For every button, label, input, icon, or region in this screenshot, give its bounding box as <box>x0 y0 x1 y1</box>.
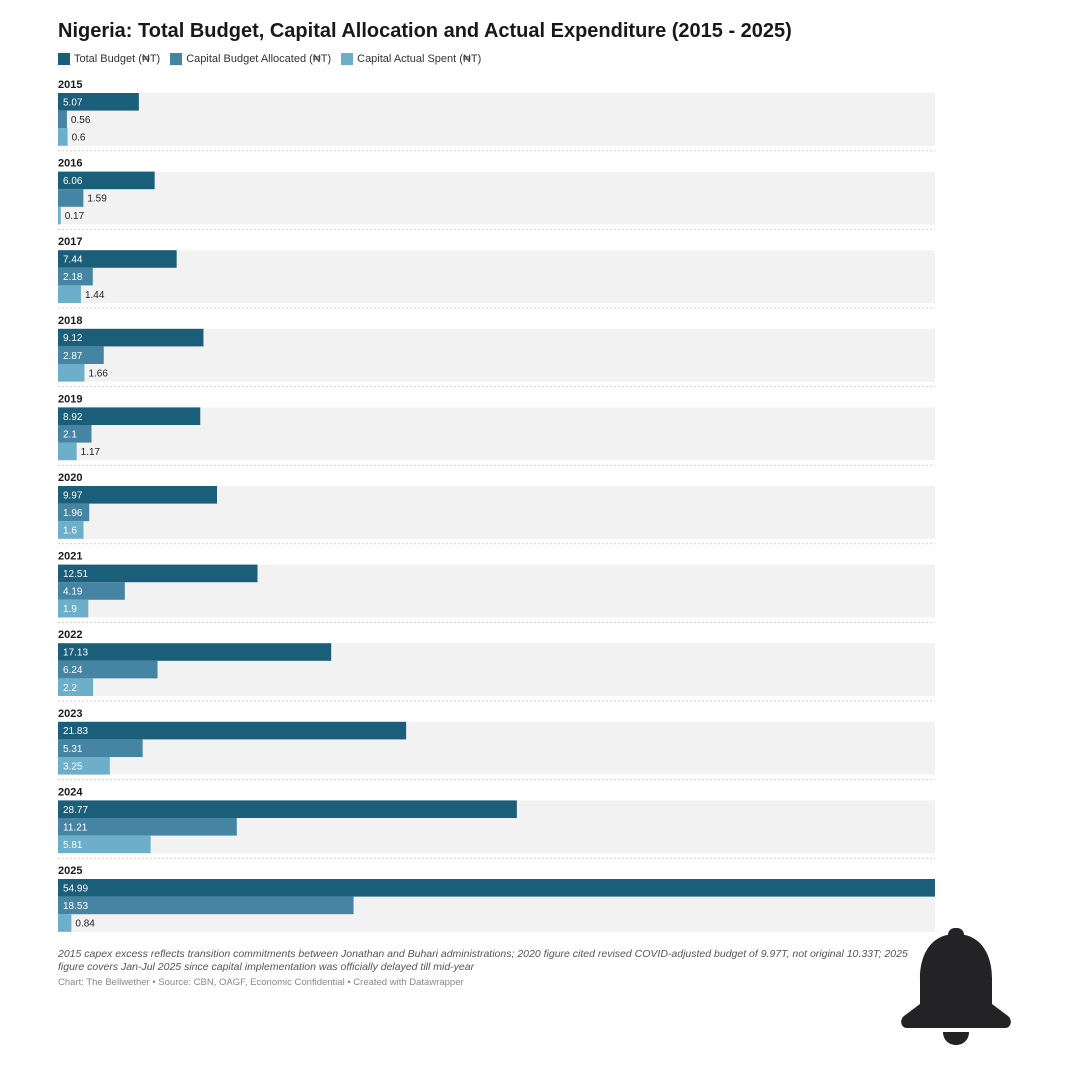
bar <box>58 250 177 268</box>
bar <box>58 128 68 146</box>
bar <box>58 835 151 854</box>
legend-swatch-capital-allocated <box>170 53 183 65</box>
bar <box>58 503 90 522</box>
data-label: 2.2 <box>63 683 77 694</box>
bar <box>58 442 77 461</box>
year-label: 2022 <box>58 629 82 641</box>
bar <box>58 896 354 915</box>
year-label: 2021 <box>58 551 82 563</box>
bar <box>58 328 204 347</box>
bar <box>58 206 61 225</box>
data-label: 7.44 <box>63 255 83 266</box>
bar <box>58 660 158 679</box>
bar <box>58 800 517 818</box>
bar <box>58 346 104 364</box>
data-label: 8.92 <box>63 412 83 423</box>
data-label: 17.13 <box>63 648 88 659</box>
bar-chart: 2015 5.07 0.56 0.6 2016 6.06 1.590.17 2017 7.44 2… <box>58 79 935 932</box>
chart-credits: Chart: The Bellwether • Source: CBN, OAG… <box>58 977 464 988</box>
data-label: 5.07 <box>63 97 83 108</box>
bar <box>58 721 407 740</box>
data-label: 11.21 <box>63 822 88 833</box>
legend-label-total-budget: Total Budget (₦T) <box>74 53 161 65</box>
year-label: 2025 <box>58 865 82 877</box>
data-label: 0.84 <box>75 919 95 930</box>
year-label: 2015 <box>58 79 82 91</box>
group-panel <box>58 250 935 303</box>
year-label: 2018 <box>58 315 82 327</box>
legend-swatch-capital-spent <box>341 53 354 65</box>
data-label: 2.1 <box>63 429 77 440</box>
bar <box>58 171 155 190</box>
data-label: 5.81 <box>63 840 83 851</box>
data-label: 2.87 <box>63 351 83 362</box>
data-label: 3.25 <box>63 761 83 772</box>
bar <box>58 582 125 600</box>
bell-icon[interactable] <box>898 926 1014 1046</box>
data-label: 0.17 <box>65 211 85 222</box>
legend-item-capital-spent: Capital Actual Spent (₦T) <box>341 53 481 65</box>
data-label: 6.06 <box>63 176 83 187</box>
year-label: 2016 <box>58 158 82 170</box>
bar <box>58 643 332 661</box>
bar <box>58 267 93 286</box>
data-label: 0.6 <box>72 133 86 144</box>
legend-item-total-budget: Total Budget (₦T) <box>58 53 160 65</box>
bar <box>58 93 139 111</box>
legend-item-capital-allocated: Capital Budget Allocated (₦T) <box>170 53 331 65</box>
legend-label-capital-spent: Capital Actual Spent (₦T) <box>357 53 482 65</box>
bar <box>58 739 143 757</box>
group-panel <box>58 407 935 461</box>
year-label: 2024 <box>58 786 83 798</box>
bar <box>58 189 84 207</box>
chart-footnote: 2015 capex excess reflects transition co… <box>58 948 908 973</box>
data-label: 5.31 <box>63 744 83 755</box>
chart-title: Nigeria: Total Budget, Capital Allocatio… <box>58 20 792 42</box>
data-label: 6.24 <box>63 665 83 676</box>
data-label: 1.96 <box>63 508 83 519</box>
data-label: 2.18 <box>63 272 83 283</box>
data-label: 1.44 <box>85 290 105 301</box>
data-label: 9.97 <box>63 490 83 501</box>
year-label: 2023 <box>58 708 82 720</box>
data-label: 1.6 <box>63 526 77 537</box>
legend-label-capital-allocated: Capital Budget Allocated (₦T) <box>186 53 332 65</box>
legend-swatch-total-budget <box>58 53 70 65</box>
group-panel <box>58 171 935 225</box>
bar <box>58 486 218 504</box>
bar <box>58 678 94 696</box>
bar <box>58 914 72 932</box>
bar <box>58 818 237 836</box>
bar <box>58 599 89 618</box>
data-label: 54.99 <box>63 883 88 894</box>
bar <box>58 285 81 303</box>
bar <box>58 425 92 443</box>
bar <box>58 110 67 129</box>
bar <box>58 407 201 425</box>
data-label: 18.53 <box>63 901 88 912</box>
data-label: 1.9 <box>63 604 77 615</box>
data-label: 1.17 <box>81 447 101 458</box>
data-label: 21.83 <box>63 726 88 737</box>
data-label: 0.56 <box>71 115 91 126</box>
bar <box>58 521 84 539</box>
year-label: 2019 <box>58 393 82 405</box>
data-label: 1.66 <box>88 368 108 379</box>
chart-legend: Total Budget (₦T) Capital Budget Allocat… <box>58 53 481 65</box>
data-label: 28.77 <box>63 805 88 816</box>
bar <box>58 364 85 382</box>
data-label: 1.59 <box>87 194 107 205</box>
data-label: 9.12 <box>63 333 83 344</box>
year-label: 2020 <box>58 472 82 484</box>
bar <box>58 564 258 583</box>
year-label: 2017 <box>58 236 82 248</box>
data-label: 4.19 <box>63 587 83 598</box>
data-label: 12.51 <box>63 569 88 580</box>
bar <box>58 879 935 897</box>
group-panel <box>58 328 935 382</box>
bar <box>58 757 110 775</box>
group-panel <box>58 93 935 146</box>
